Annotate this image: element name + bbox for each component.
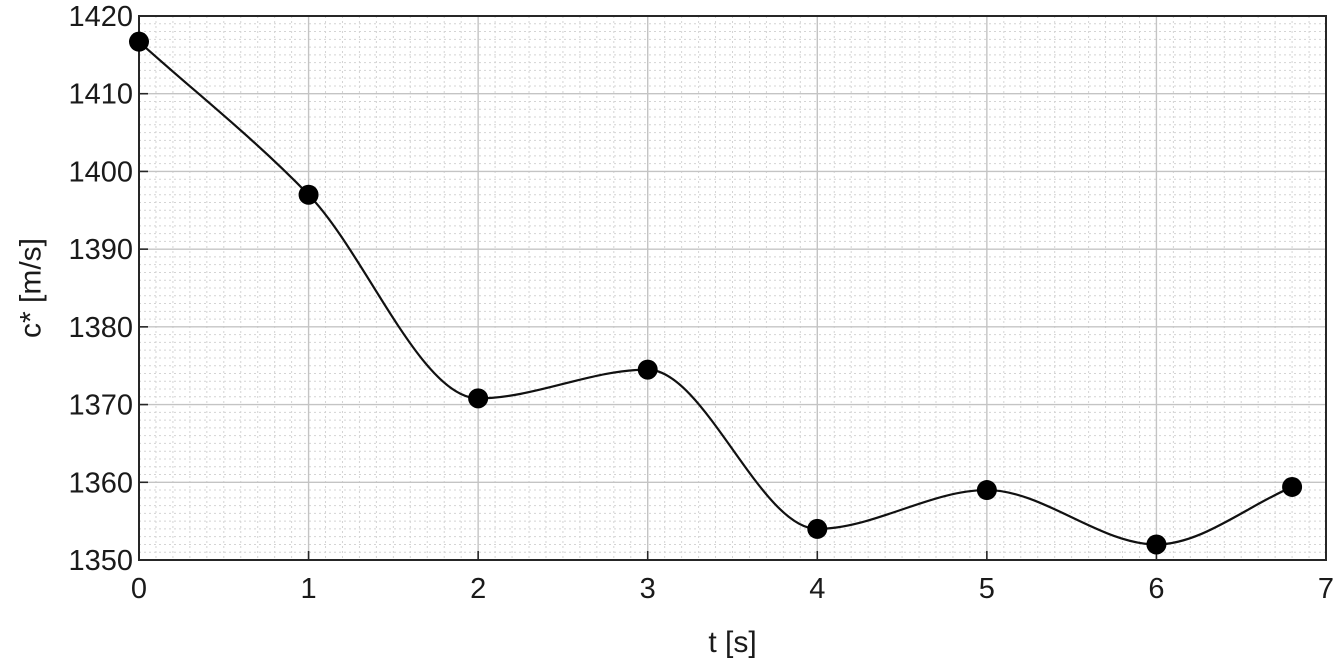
x-tick-label: 6 — [1148, 573, 1164, 605]
x-tick-label: 3 — [640, 573, 656, 605]
data-point — [807, 518, 828, 539]
x-tick-labels: 0 1 2 3 4 5 6 7 — [131, 573, 1334, 605]
data-point — [637, 359, 658, 380]
x-tick-label: 5 — [979, 573, 995, 605]
x-tick-label: 4 — [809, 573, 825, 605]
data-point — [298, 184, 319, 205]
series-line — [138, 40, 1293, 546]
y-tick-label: 1400 — [68, 156, 133, 188]
y-tick-label: 1380 — [68, 312, 133, 344]
data-point — [129, 31, 149, 52]
y-axis-label: c* [m/s] — [15, 238, 48, 338]
x-tick-label: 1 — [301, 573, 317, 605]
x-axis-label: t [s] — [708, 626, 756, 659]
y-tick-label: 1350 — [68, 545, 133, 577]
minor-grid — [139, 16, 1326, 560]
y-tick-label: 1370 — [68, 390, 133, 422]
x-tick-label: 2 — [470, 573, 486, 605]
y-tick-label: 1390 — [68, 234, 133, 266]
y-tick-label: 1360 — [68, 467, 133, 499]
x-tick-label: 7 — [1318, 573, 1334, 605]
y-tick-label: 1410 — [68, 79, 133, 111]
y-tick-label: 1420 — [68, 1, 133, 33]
plot-frame — [138, 15, 1327, 561]
data-point — [468, 388, 489, 409]
data-point — [1282, 476, 1303, 497]
series-layer — [129, 31, 1303, 555]
y-tick-labels: 1350 1360 1370 1380 1390 1400 1410 1420 — [68, 1, 133, 577]
data-point — [1146, 534, 1167, 555]
data-point — [976, 480, 997, 501]
x-tick-label: 0 — [131, 573, 147, 605]
